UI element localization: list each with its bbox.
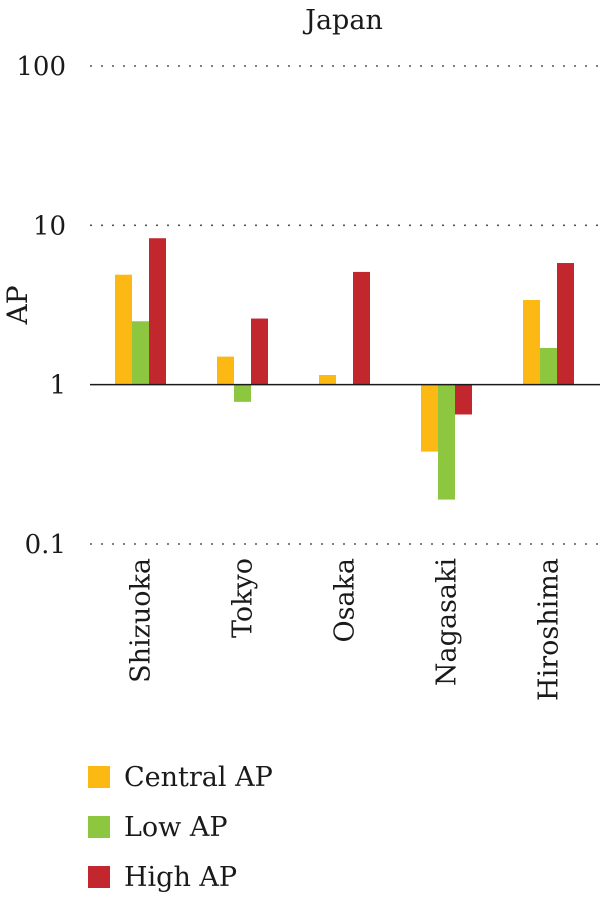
grid-lines xyxy=(90,65,600,545)
y-tick-label-10: 10 xyxy=(33,211,66,241)
bar-hiroshima-high-ap xyxy=(557,263,574,385)
bar-shizuoka-low-ap xyxy=(132,321,149,385)
legend-item-central-ap: Central AP xyxy=(88,752,273,802)
legend-item-low-ap: Low AP xyxy=(88,802,273,852)
bar-osaka-high-ap xyxy=(353,271,370,385)
legend-swatch-high-ap xyxy=(88,866,110,888)
bar-shizuoka-central-ap xyxy=(115,274,132,385)
y-tick-label-1: 1 xyxy=(49,371,66,401)
bar-tokyo-central-ap xyxy=(217,356,234,385)
x-tick-label-osaka: Osaka xyxy=(330,558,361,643)
bar-nagasaki-low-ap xyxy=(438,384,455,500)
bar-nagasaki-central-ap xyxy=(421,384,438,452)
y-axis-label: AP xyxy=(1,285,34,325)
bar-osaka-central-ap xyxy=(319,374,336,385)
bars xyxy=(115,238,574,500)
bar-nagasaki-high-ap xyxy=(455,384,472,415)
legend-label-high-ap: High AP xyxy=(124,861,238,893)
bar-tokyo-high-ap xyxy=(251,318,268,385)
legend-label-central-ap: Central AP xyxy=(124,761,273,793)
legend: Central AP Low AP High AP xyxy=(88,752,273,902)
legend-swatch-central-ap xyxy=(88,766,110,788)
x-tick-label-hiroshima: Hiroshima xyxy=(534,558,565,701)
bar-shizuoka-high-ap xyxy=(149,238,166,385)
legend-item-high-ap: High AP xyxy=(88,852,273,902)
y-tick-labels: 100 10 1 0.1 xyxy=(16,52,66,560)
x-tick-label-nagasaki: Nagasaki xyxy=(432,558,463,686)
x-tick-label-shizuoka: Shizuoka xyxy=(126,558,157,683)
legend-swatch-low-ap xyxy=(88,816,110,838)
chart-title: Japan xyxy=(302,5,383,36)
y-tick-label-100: 100 xyxy=(16,52,66,82)
x-tick-label-tokyo: Tokyo xyxy=(228,558,259,638)
bar-hiroshima-central-ap xyxy=(523,299,540,385)
bar-hiroshima-low-ap xyxy=(540,347,557,385)
legend-label-low-ap: Low AP xyxy=(124,811,228,843)
bar-tokyo-low-ap xyxy=(234,384,251,402)
x-tick-labels: Shizuoka Tokyo Osaka Nagasaki Hiroshima xyxy=(126,558,565,701)
y-tick-label-0-1: 0.1 xyxy=(25,530,66,560)
